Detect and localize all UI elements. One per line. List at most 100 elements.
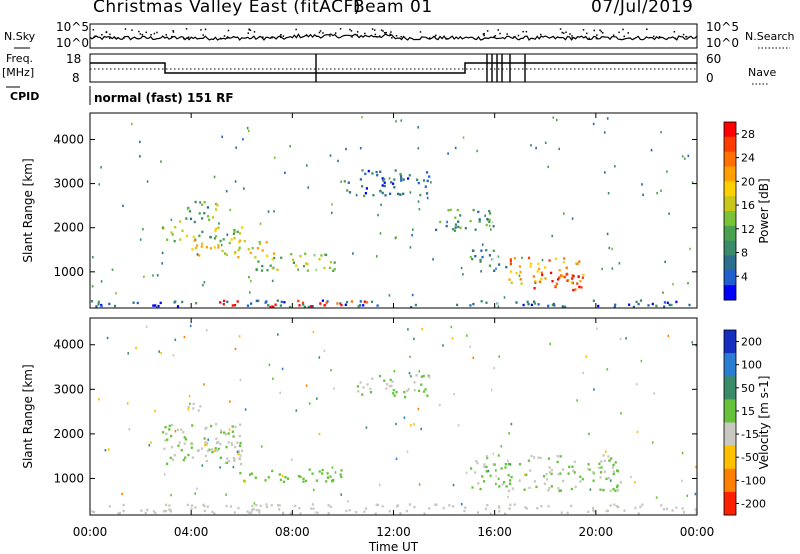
- data-cell: [498, 355, 500, 358]
- data-cell: [127, 352, 129, 355]
- data-cell: [501, 483, 504, 486]
- data-cell: [281, 512, 285, 515]
- data-cell: [642, 193, 644, 196]
- data-cell: [426, 394, 429, 397]
- data-cell: [225, 253, 228, 257]
- data-cell: [364, 192, 367, 195]
- data-cell: [393, 186, 396, 189]
- noise-search-dot: [627, 32, 629, 34]
- data-cell: [388, 177, 391, 180]
- data-cell: [366, 383, 369, 386]
- data-cell: [495, 469, 498, 472]
- data-cell: [571, 465, 574, 468]
- data-cell: [146, 508, 149, 512]
- data-cell: [474, 471, 477, 474]
- data-cell: [259, 504, 262, 507]
- data-cell: [388, 510, 391, 513]
- data-cell: [258, 511, 261, 514]
- data-cell: [298, 507, 301, 510]
- data-cell: [562, 468, 565, 471]
- data-cell: [234, 180, 237, 183]
- noise-search-dot: [373, 29, 376, 31]
- noise-search-dot: [262, 36, 264, 38]
- data-cell: [667, 334, 670, 338]
- data-cell: [139, 140, 141, 144]
- colorbar-tick-label: -200: [741, 497, 766, 510]
- data-cell: [157, 304, 160, 308]
- data-cell: [600, 466, 603, 469]
- data-cell: [570, 487, 573, 491]
- data-cell: [462, 136, 465, 139]
- data-cell: [453, 229, 457, 232]
- data-cell: [484, 214, 486, 217]
- data-cell: [607, 476, 610, 480]
- data-cell: [308, 402, 311, 405]
- data-cell: [400, 119, 403, 122]
- data-cell: [619, 481, 622, 484]
- colorbar-tick-label: 50: [741, 382, 755, 395]
- data-cell: [682, 511, 686, 514]
- y-tick-label: 1000: [53, 471, 84, 485]
- data-cell: [201, 242, 204, 245]
- data-cell: [454, 223, 457, 226]
- data-cell: [258, 240, 261, 244]
- data-cell: [229, 505, 232, 508]
- data-cell: [556, 118, 558, 122]
- data-cell: [435, 228, 438, 232]
- data-cell: [395, 391, 398, 394]
- data-cell: [571, 277, 574, 280]
- data-cell: [336, 302, 339, 305]
- colorbar-swatch: [724, 136, 736, 153]
- data-cell: [271, 267, 274, 270]
- data-cell: [428, 507, 431, 510]
- data-cell: [410, 306, 413, 309]
- data-cell: [691, 181, 694, 184]
- data-cell: [500, 467, 503, 470]
- data-cell: [213, 512, 216, 515]
- data-cell: [337, 159, 339, 163]
- data-cell: [158, 350, 160, 353]
- data-cell: [613, 305, 616, 308]
- data-cell: [312, 507, 315, 510]
- data-cell: [375, 503, 378, 506]
- data-cell: [367, 169, 370, 173]
- data-cell: [260, 445, 263, 448]
- data-cell: [318, 432, 321, 436]
- data-cell: [276, 268, 279, 271]
- data-cell: [497, 454, 500, 457]
- data-cell: [233, 459, 236, 463]
- data-cell: [232, 232, 235, 235]
- data-cell: [415, 374, 418, 377]
- data-cell: [305, 262, 308, 265]
- data-cell: [459, 214, 462, 217]
- data-cell: [384, 194, 387, 197]
- data-cell: [459, 226, 462, 229]
- data-cell: [681, 479, 683, 482]
- noise-search-dot: [139, 33, 142, 35]
- data-cell: [181, 229, 184, 232]
- data-cell: [530, 144, 532, 147]
- data-cell: [234, 251, 237, 254]
- data-cell: [671, 509, 674, 512]
- data-cell: [408, 174, 411, 177]
- data-cell: [460, 266, 463, 270]
- data-cell: [255, 509, 258, 512]
- freq-panel-frame: [89, 53, 698, 83]
- data-cell: [508, 507, 511, 510]
- data-cell: [383, 181, 386, 184]
- data-cell: [449, 208, 452, 212]
- data-cell: [544, 266, 547, 269]
- freq-bottom-tick: 8: [72, 71, 80, 85]
- noise-search-dot: [172, 31, 175, 33]
- data-cell: [233, 458, 236, 461]
- data-cell: [179, 238, 182, 241]
- data-cell: [528, 486, 531, 489]
- data-cell: [332, 478, 335, 482]
- data-cell: [281, 474, 284, 477]
- data-cell: [504, 512, 507, 515]
- data-cell: [162, 431, 165, 434]
- data-cell: [406, 389, 409, 393]
- data-cell: [191, 248, 194, 251]
- data-cell: [611, 247, 613, 251]
- data-cell: [161, 251, 164, 255]
